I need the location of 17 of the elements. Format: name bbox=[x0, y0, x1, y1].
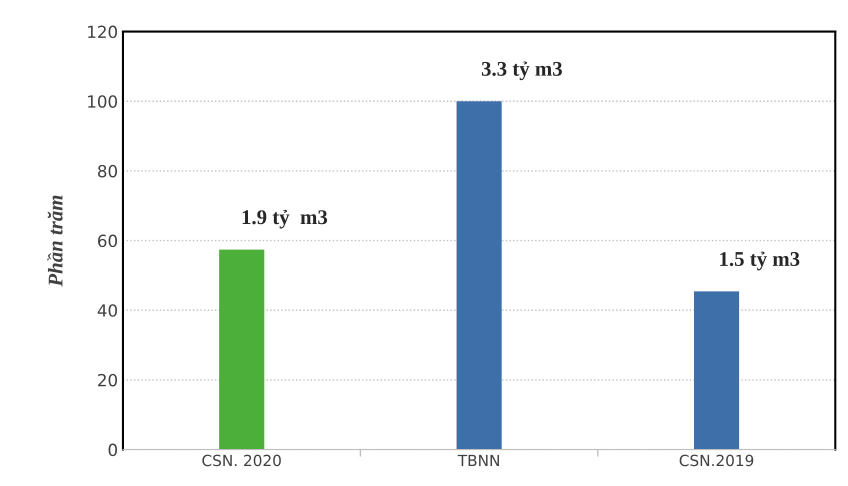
x-tick-label: TBNN bbox=[458, 454, 499, 466]
y-tick-label: 20 bbox=[98, 374, 117, 386]
y-tick-label: 60 bbox=[98, 234, 117, 248]
y-tick-label: 40 bbox=[98, 304, 117, 317]
x-tick-label: CSN. 2020 bbox=[202, 454, 281, 466]
y-tick-label: 100 bbox=[88, 95, 117, 108]
y-tick-label: 80 bbox=[98, 164, 117, 178]
y-axis-title: Phần trăm bbox=[47, 196, 63, 287]
annotation: 1.5 tỷ m3 bbox=[720, 252, 800, 270]
y-tick-label: 0 bbox=[108, 444, 117, 456]
y-tick-label: 120 bbox=[88, 26, 117, 38]
bar bbox=[456, 101, 502, 450]
bar bbox=[219, 250, 264, 450]
x-tick-label: CSN.2019 bbox=[680, 454, 754, 466]
annotation: 1.9 tỷ m3 bbox=[242, 210, 328, 229]
annotation: 3.3 tỷ m3 bbox=[482, 61, 562, 80]
bar bbox=[694, 291, 740, 450]
